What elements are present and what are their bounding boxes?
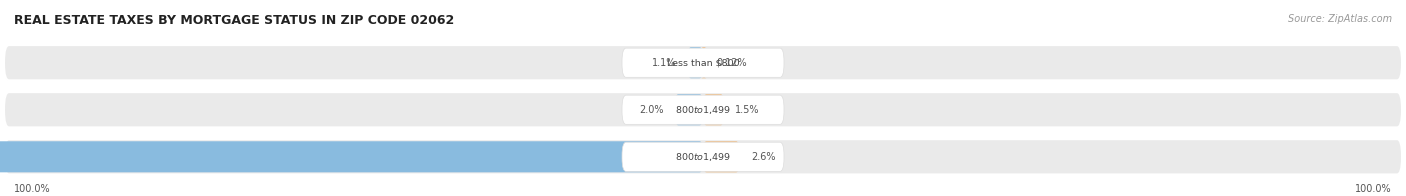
Text: 1.1%: 1.1% (652, 58, 676, 68)
Text: 0.12%: 0.12% (716, 58, 747, 68)
FancyBboxPatch shape (621, 95, 785, 124)
FancyBboxPatch shape (4, 45, 1402, 80)
FancyBboxPatch shape (688, 47, 703, 78)
FancyBboxPatch shape (4, 139, 1402, 174)
Text: $800 to $1,499: $800 to $1,499 (675, 151, 731, 163)
FancyBboxPatch shape (0, 141, 703, 172)
FancyBboxPatch shape (703, 94, 724, 125)
FancyBboxPatch shape (621, 142, 785, 171)
Text: 1.5%: 1.5% (735, 105, 759, 115)
Text: Source: ZipAtlas.com: Source: ZipAtlas.com (1288, 14, 1392, 24)
FancyBboxPatch shape (621, 48, 785, 77)
FancyBboxPatch shape (4, 92, 1402, 127)
FancyBboxPatch shape (703, 141, 740, 172)
Text: REAL ESTATE TAXES BY MORTGAGE STATUS IN ZIP CODE 02062: REAL ESTATE TAXES BY MORTGAGE STATUS IN … (14, 14, 454, 27)
Text: 2.6%: 2.6% (751, 152, 775, 162)
FancyBboxPatch shape (702, 47, 706, 78)
Text: $800 to $1,499: $800 to $1,499 (675, 104, 731, 116)
Text: 100.0%: 100.0% (1355, 184, 1392, 194)
FancyBboxPatch shape (675, 94, 703, 125)
Text: 2.0%: 2.0% (640, 105, 664, 115)
Text: Less than $800: Less than $800 (666, 58, 740, 67)
Text: 100.0%: 100.0% (14, 184, 51, 194)
